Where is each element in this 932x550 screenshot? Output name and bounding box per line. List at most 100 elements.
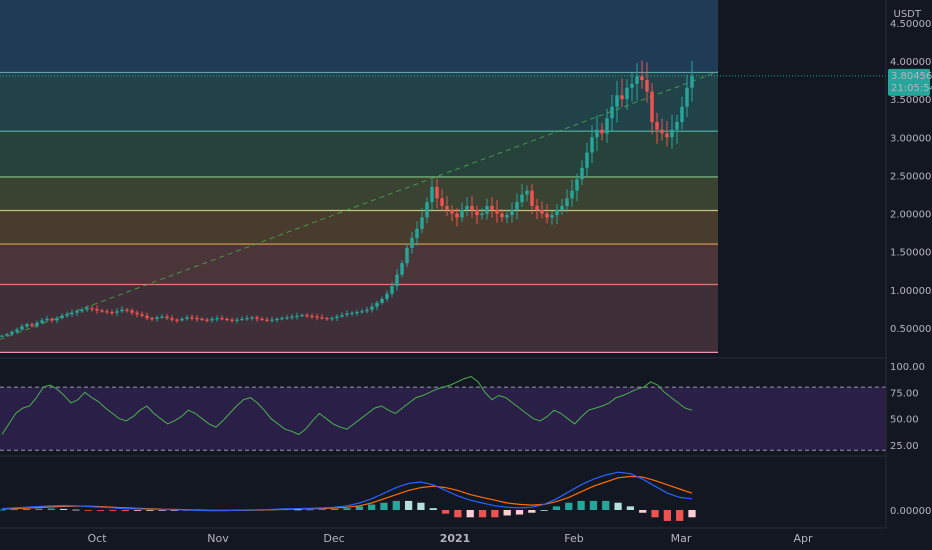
candle: [290, 313, 294, 320]
candle-body: [20, 326, 24, 330]
macd-histogram-bar: [663, 510, 671, 521]
time-tick-label: Mar: [671, 532, 692, 545]
candle-body: [380, 299, 384, 303]
candle-body: [330, 318, 334, 320]
fib-zone: [0, 284, 718, 353]
candle: [630, 73, 634, 102]
last-price-value: 3.80456: [891, 71, 932, 82]
candle: [605, 108, 609, 143]
candle: [490, 197, 494, 218]
candle-body: [195, 318, 199, 320]
rsi-tick-label: 100.00: [890, 362, 925, 373]
rsi-tick-label: 50.00: [890, 415, 919, 426]
candle: [320, 314, 324, 320]
candle: [260, 316, 264, 322]
candle: [410, 232, 414, 254]
candle: [625, 79, 629, 110]
candle-body: [5, 334, 9, 336]
rsi-band: [0, 387, 886, 451]
candle: [235, 317, 239, 324]
candle: [295, 312, 299, 320]
candle-body: [595, 129, 599, 138]
candle: [205, 317, 209, 323]
candle-body: [495, 209, 499, 214]
candle-body: [640, 76, 644, 81]
macd-histogram-bar: [503, 510, 511, 516]
macd-histogram-bar: [23, 508, 31, 510]
candle-body: [180, 318, 184, 321]
candle: [225, 317, 229, 322]
macd-histogram-bar: [380, 502, 388, 510]
candle-body: [420, 217, 424, 229]
candle-body: [375, 302, 379, 307]
candle-body: [500, 213, 504, 218]
macd-histogram-bar: [72, 509, 80, 511]
candle-body: [675, 122, 679, 130]
candle-body: [235, 319, 239, 321]
candle: [540, 201, 544, 219]
macd-histogram-bar: [688, 510, 696, 518]
candle: [570, 179, 574, 207]
candle-body: [355, 311, 359, 314]
candle: [210, 316, 214, 323]
candle: [100, 308, 104, 313]
price-tick-label: 2.00000: [890, 210, 931, 221]
candle-body: [255, 317, 259, 319]
fib-zone: [0, 0, 718, 73]
candle-body: [65, 314, 69, 316]
time-tick-label: Feb: [564, 532, 583, 545]
candle: [165, 313, 169, 321]
candle-body: [435, 186, 439, 199]
candle-body: [310, 315, 314, 317]
macd-histogram-bar: [306, 509, 314, 511]
candle: [400, 260, 404, 278]
candle: [155, 315, 159, 322]
macd-histogram-bar: [47, 508, 55, 510]
candle-body: [175, 319, 179, 321]
candle-body: [80, 309, 84, 312]
macd-histogram-bar: [355, 506, 363, 510]
candle-body: [565, 198, 569, 206]
candle: [220, 315, 224, 321]
candle: [655, 112, 659, 144]
candle-body: [60, 315, 64, 319]
candle: [195, 315, 199, 322]
candle-body: [305, 315, 309, 317]
candle: [330, 316, 334, 322]
candle-body: [600, 129, 604, 134]
candle: [325, 316, 329, 321]
candle-body: [450, 209, 454, 214]
candle: [140, 311, 144, 318]
candle: [185, 315, 189, 321]
macd-histogram-bar: [158, 510, 166, 511]
price-tick-label: 1.00000: [890, 286, 931, 297]
candle: [435, 178, 439, 209]
candle: [250, 315, 254, 321]
candle: [580, 160, 584, 185]
macd-histogram-bar: [121, 510, 129, 512]
macd-histogram-bar: [626, 506, 635, 510]
candle: [275, 317, 279, 323]
candle: [375, 300, 379, 311]
candle-body: [215, 318, 219, 320]
candle-body: [225, 318, 229, 321]
candle: [465, 197, 469, 217]
candle: [200, 317, 204, 322]
candle: [180, 317, 184, 322]
candle: [405, 243, 409, 268]
quote-currency-label: USDT: [894, 9, 922, 20]
macd-histogram-bar: [589, 500, 598, 510]
candle-body: [575, 179, 579, 191]
candle: [20, 324, 24, 331]
macd-histogram-bar: [441, 510, 450, 514]
candle-body: [690, 76, 694, 88]
candle-body: [160, 316, 164, 318]
candle-body: [70, 312, 74, 315]
time-tick-label: Dec: [323, 532, 344, 545]
candle-body: [15, 329, 19, 332]
candle-body: [0, 335, 4, 337]
macd-histogram-bar: [10, 509, 18, 510]
candle: [485, 198, 489, 220]
candle-body: [50, 318, 54, 321]
